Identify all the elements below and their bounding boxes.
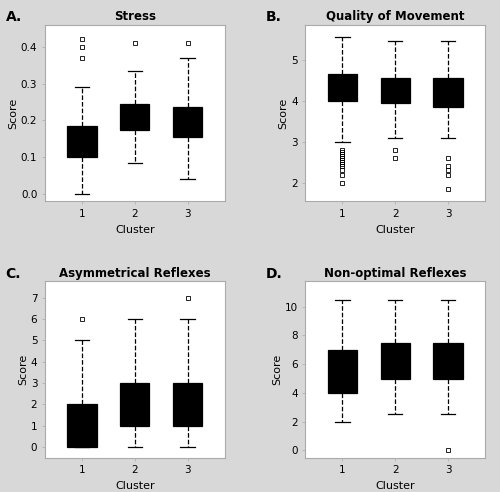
- Title: Non-optimal Reflexes: Non-optimal Reflexes: [324, 267, 466, 279]
- X-axis label: Cluster: Cluster: [376, 481, 415, 491]
- X-axis label: Cluster: Cluster: [376, 224, 415, 235]
- Title: Quality of Movement: Quality of Movement: [326, 10, 464, 24]
- Text: A.: A.: [6, 10, 22, 25]
- PathPatch shape: [68, 126, 96, 157]
- X-axis label: Cluster: Cluster: [115, 224, 154, 235]
- PathPatch shape: [434, 78, 462, 107]
- PathPatch shape: [68, 404, 96, 447]
- PathPatch shape: [328, 74, 357, 101]
- Title: Asymmetrical Reflexes: Asymmetrical Reflexes: [59, 267, 210, 279]
- Text: D.: D.: [266, 267, 282, 281]
- Text: B.: B.: [266, 10, 282, 25]
- Y-axis label: Score: Score: [8, 97, 18, 128]
- Y-axis label: Score: Score: [278, 97, 288, 128]
- Y-axis label: Score: Score: [18, 354, 28, 385]
- PathPatch shape: [328, 350, 357, 393]
- PathPatch shape: [173, 107, 202, 137]
- Text: C.: C.: [6, 267, 21, 281]
- PathPatch shape: [120, 383, 150, 426]
- Y-axis label: Score: Score: [272, 354, 282, 385]
- PathPatch shape: [434, 342, 462, 378]
- PathPatch shape: [380, 342, 410, 378]
- PathPatch shape: [120, 104, 150, 129]
- PathPatch shape: [173, 383, 202, 426]
- PathPatch shape: [380, 78, 410, 103]
- X-axis label: Cluster: Cluster: [115, 481, 154, 491]
- Title: Stress: Stress: [114, 10, 156, 24]
